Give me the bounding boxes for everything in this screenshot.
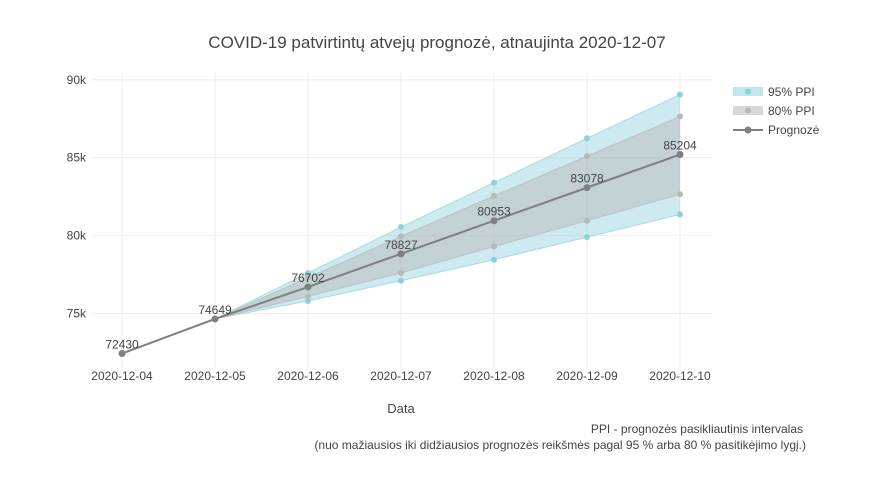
pi80-upper-edge [214, 115, 681, 320]
pi95-upper-point [398, 224, 404, 231]
forecast-data-label: 76702 [291, 271, 325, 285]
legend-marker-80-ppi [745, 107, 751, 114]
pi80-lower-point [584, 217, 590, 224]
forecast-point [490, 217, 498, 225]
pi80-upper-point [584, 153, 590, 160]
annotation-line-1: PPI - prognozės pasikliautinis intervala… [591, 422, 803, 436]
legend-label-prognoze: Prognozė [768, 123, 820, 137]
pi95-lower-point [491, 256, 497, 263]
legend-marker-95-ppi [745, 88, 751, 95]
forecast-data-label: 85204 [663, 139, 697, 153]
y-axis-ticks: 75k 80k 85k 90k [67, 73, 87, 321]
pi80-upper-point [398, 233, 404, 240]
interval-bands [214, 91, 683, 320]
pi95-upper-point [491, 179, 497, 186]
y-tick-label: 85k [67, 151, 87, 165]
forecast-point [397, 250, 405, 258]
pi80-lower-edge [214, 193, 681, 320]
pi95-upper-point [677, 91, 683, 98]
forecast-point [211, 315, 219, 323]
x-axis-ticks: 2020-12-04 2020-12-05 2020-12-06 2020-12-07… [91, 369, 711, 383]
y-tick-label: 90k [67, 73, 87, 87]
forecast-data-label: 80953 [477, 205, 511, 219]
legend-item-prognoze[interactable]: Prognozė [733, 123, 820, 137]
forecast-point [676, 151, 684, 159]
x-tick-label: 2020-12-08 [463, 369, 525, 383]
forecast-point [583, 184, 591, 192]
legend-label-95-ppi: 95% PPI [768, 85, 815, 99]
x-tick-label: 2020-12-05 [184, 369, 246, 383]
pi80-lower-point [491, 243, 497, 250]
y-tick-label: 75k [67, 306, 87, 320]
pi80-upper-point [305, 274, 311, 281]
pi95-lower-point [305, 298, 311, 305]
legend-item-80-ppi[interactable]: 80% PPI [733, 104, 815, 118]
pi95-lower-point [677, 211, 683, 218]
legend-label-80-ppi: 80% PPI [768, 104, 815, 118]
forecast-point [304, 283, 312, 291]
pi95-lower-edge [214, 214, 681, 320]
pi95-upper-edge [214, 94, 681, 320]
forecast-data-label: 83078 [570, 172, 604, 186]
pi80-upper-point [491, 192, 497, 199]
legend-item-95-ppi[interactable]: 95% PPI [733, 85, 815, 99]
forecast-point [118, 350, 126, 358]
x-tick-label: 2020-12-04 [91, 369, 153, 383]
x-tick-label: 2020-12-07 [370, 369, 432, 383]
pi80-lower-point [305, 293, 311, 300]
legend-marker-prognoze [744, 126, 752, 134]
x-axis-title: Data [387, 401, 415, 416]
pi80-band [215, 116, 680, 319]
pi95-band [215, 94, 680, 319]
pi95-upper-point [305, 269, 311, 276]
chart-title: COVID-19 patvirtintų atvejų prognozė, at… [208, 33, 665, 52]
pi95-lower-point [584, 234, 590, 241]
pi80-lower-point [677, 191, 683, 198]
pi80-lower-point [398, 269, 404, 276]
forecast-data-label: 78827 [384, 238, 418, 252]
x-tick-label: 2020-12-09 [556, 369, 618, 383]
pi95-upper-point [584, 135, 590, 142]
pi80-upper-point [677, 113, 683, 120]
x-tick-label: 2020-12-06 [277, 369, 339, 383]
legend: 95% PPI 80% PPI Prognozė [733, 85, 820, 137]
annotation-line-2: (nuo mažiausios iki didžiausios prognozė… [314, 438, 806, 452]
forecast-data-label: 72430 [105, 338, 139, 352]
x-tick-label: 2020-12-10 [649, 369, 711, 383]
forecast-data-label: 74649 [198, 303, 232, 317]
forecast-line-layer: 72430 74649 76702 78827 80953 83078 85204 [105, 139, 697, 358]
pi95-lower-point [398, 277, 404, 284]
y-tick-label: 80k [67, 229, 87, 243]
